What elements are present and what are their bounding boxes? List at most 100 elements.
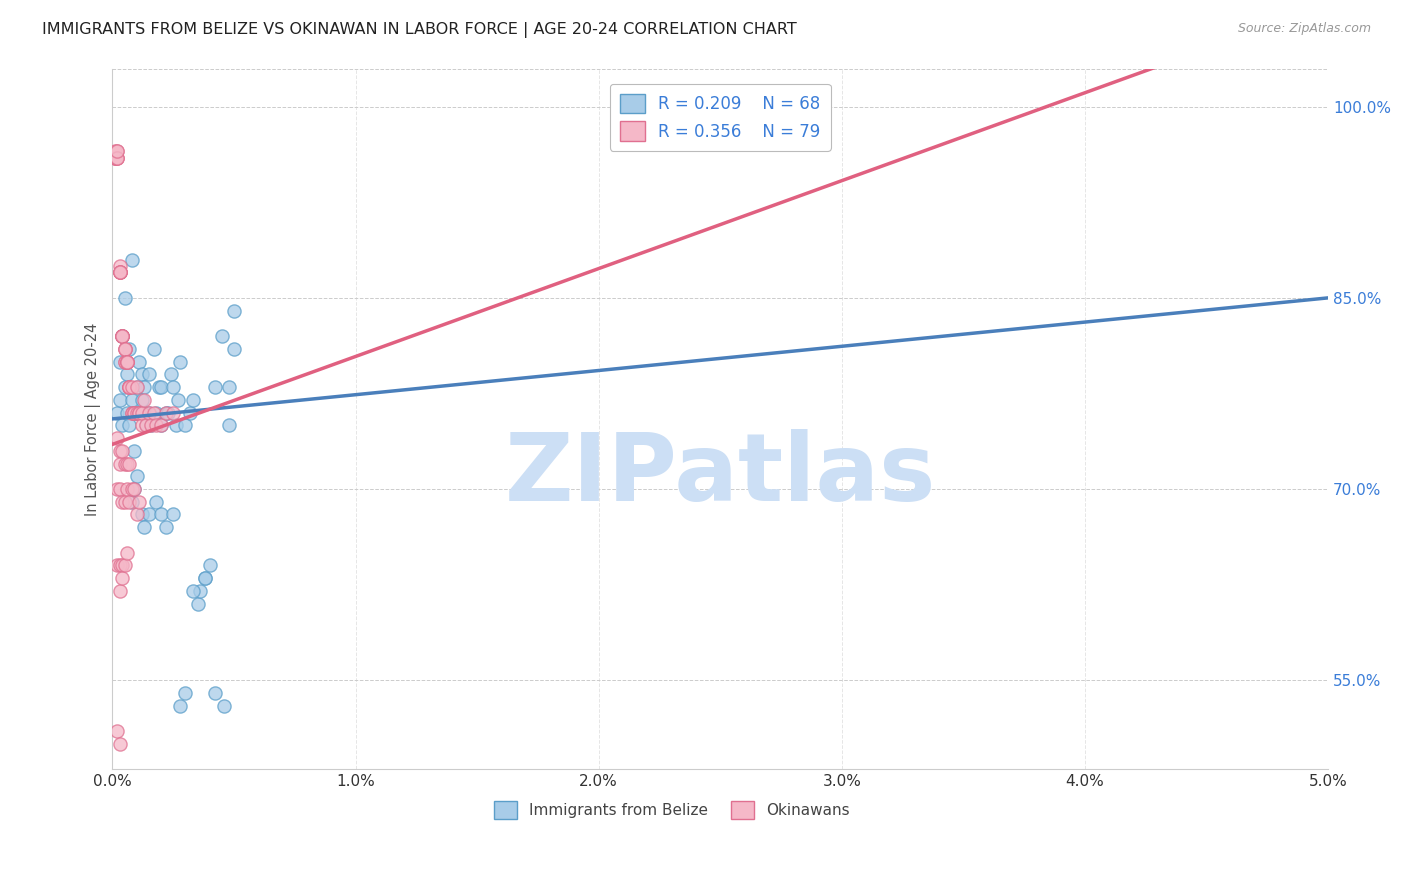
Point <box>165 418 187 433</box>
Point <box>115 354 138 368</box>
Point <box>138 405 160 419</box>
Point <box>104 151 127 165</box>
Point <box>150 418 173 433</box>
Point <box>124 405 146 419</box>
Point <box>105 405 128 419</box>
Point <box>114 457 136 471</box>
Point <box>218 380 240 394</box>
Point <box>125 380 148 394</box>
Point <box>111 329 134 343</box>
Point <box>114 354 136 368</box>
Point <box>145 494 167 508</box>
Text: ZIPatlas: ZIPatlas <box>505 429 936 521</box>
Point <box>145 405 167 419</box>
Point <box>138 508 160 522</box>
Point <box>108 265 131 279</box>
Point <box>124 405 146 419</box>
Point <box>108 443 131 458</box>
Point <box>111 329 134 343</box>
Point <box>121 405 143 419</box>
Point <box>194 571 217 585</box>
Point <box>111 329 134 343</box>
Point <box>145 418 167 433</box>
Point <box>118 494 141 508</box>
Point <box>142 342 165 356</box>
Point <box>114 558 136 573</box>
Point <box>108 558 131 573</box>
Legend: Immigrants from Belize, Okinawans: Immigrants from Belize, Okinawans <box>488 795 856 825</box>
Point <box>108 265 131 279</box>
Point <box>157 405 180 419</box>
Point <box>132 380 155 394</box>
Point <box>148 380 170 394</box>
Point <box>174 686 197 700</box>
Point <box>218 418 240 433</box>
Point <box>128 354 150 368</box>
Y-axis label: In Labor Force | Age 20-24: In Labor Force | Age 20-24 <box>86 322 101 516</box>
Point <box>204 380 226 394</box>
Point <box>125 405 148 419</box>
Point <box>105 724 128 739</box>
Point <box>141 418 163 433</box>
Point <box>111 329 134 343</box>
Point <box>131 405 153 419</box>
Point <box>118 342 141 356</box>
Point <box>105 151 128 165</box>
Point <box>108 259 131 273</box>
Point <box>105 145 128 159</box>
Point <box>104 151 127 165</box>
Point <box>114 342 136 356</box>
Point <box>125 469 148 483</box>
Point <box>115 368 138 382</box>
Point <box>111 329 134 343</box>
Point <box>114 380 136 394</box>
Point <box>105 558 128 573</box>
Point <box>135 418 157 433</box>
Point <box>115 482 138 496</box>
Point <box>104 151 127 165</box>
Point <box>162 380 184 394</box>
Point <box>222 342 245 356</box>
Point <box>118 380 141 394</box>
Point <box>132 405 155 419</box>
Point <box>118 380 141 394</box>
Point <box>108 583 131 598</box>
Point <box>150 380 173 394</box>
Point <box>115 457 138 471</box>
Point <box>128 405 150 419</box>
Point <box>115 354 138 368</box>
Point <box>204 686 226 700</box>
Point <box>159 368 181 382</box>
Point <box>181 392 204 407</box>
Point <box>188 583 211 598</box>
Point <box>105 145 128 159</box>
Point <box>111 494 134 508</box>
Point <box>124 443 146 458</box>
Point <box>222 303 245 318</box>
Point <box>132 392 155 407</box>
Point <box>125 380 148 394</box>
Point <box>118 380 141 394</box>
Point <box>121 482 143 496</box>
Point <box>150 508 173 522</box>
Point <box>181 583 204 598</box>
Point <box>124 482 146 496</box>
Point <box>118 457 141 471</box>
Point <box>150 418 173 433</box>
Point <box>115 354 138 368</box>
Point <box>169 354 191 368</box>
Point <box>108 265 131 279</box>
Point <box>138 368 160 382</box>
Point <box>155 520 177 534</box>
Point <box>131 368 153 382</box>
Point <box>108 265 131 279</box>
Point <box>121 380 143 394</box>
Point <box>162 405 184 419</box>
Point <box>124 405 146 419</box>
Point <box>194 571 217 585</box>
Point <box>125 405 148 419</box>
Point <box>114 354 136 368</box>
Point <box>121 405 143 419</box>
Point <box>131 508 153 522</box>
Point <box>118 418 141 433</box>
